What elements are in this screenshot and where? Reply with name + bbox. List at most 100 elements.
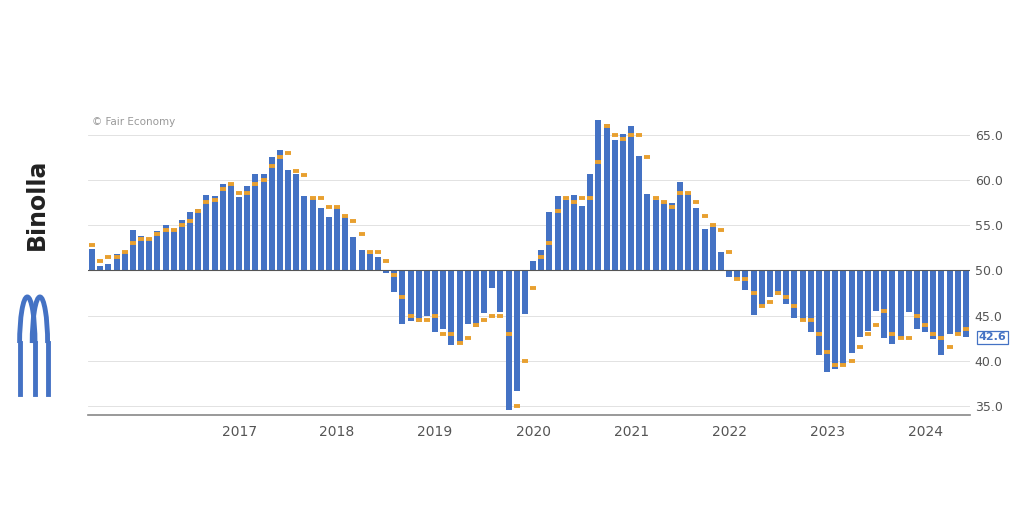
Bar [530, 261, 537, 270]
Bar [873, 270, 880, 311]
Bar [841, 270, 847, 365]
Bar [644, 195, 650, 270]
Bar [701, 229, 708, 270]
Bar [603, 124, 609, 270]
Bar [710, 227, 716, 270]
Bar [122, 251, 128, 270]
Bar [628, 126, 634, 270]
Bar [244, 186, 250, 270]
Bar [767, 270, 773, 296]
Bar [163, 225, 169, 270]
Bar [685, 195, 691, 270]
Bar [457, 270, 463, 342]
Bar [930, 270, 936, 339]
Bar [905, 270, 911, 312]
Bar [660, 203, 667, 270]
Bar [105, 264, 112, 270]
Bar [833, 270, 839, 369]
Bar [334, 208, 340, 270]
Bar [268, 157, 274, 270]
Bar [562, 200, 568, 270]
Bar [440, 270, 446, 329]
Bar [252, 175, 258, 270]
Bar [587, 174, 593, 270]
Bar [620, 134, 626, 270]
Bar [489, 270, 496, 288]
Bar [383, 270, 389, 273]
Bar [146, 238, 153, 270]
Bar [652, 200, 658, 270]
Bar [570, 195, 577, 270]
Bar [220, 184, 226, 270]
Bar [416, 270, 422, 322]
Bar [138, 236, 144, 270]
Bar [677, 182, 683, 270]
Bar [882, 270, 888, 338]
Bar [693, 208, 699, 270]
Bar [946, 270, 952, 334]
Bar [293, 175, 299, 270]
Bar [130, 229, 136, 270]
Bar [579, 206, 585, 270]
Bar [913, 270, 920, 329]
Bar [424, 270, 430, 315]
Bar [473, 270, 479, 327]
Bar [547, 212, 553, 270]
Bar [824, 270, 830, 372]
Bar [759, 270, 765, 305]
Bar [742, 270, 749, 290]
Bar [89, 249, 95, 270]
Bar [954, 270, 961, 334]
Bar [317, 208, 324, 270]
Bar [179, 220, 185, 270]
Bar [963, 270, 969, 337]
Bar [342, 217, 348, 270]
Bar [669, 203, 675, 270]
Bar [481, 270, 487, 313]
Bar [734, 270, 740, 279]
Bar [276, 150, 283, 270]
Text: 42.6: 42.6 [978, 332, 1007, 342]
Bar [350, 237, 356, 270]
Bar [595, 120, 601, 270]
Bar [114, 254, 120, 270]
Bar [506, 270, 512, 411]
Bar [751, 270, 757, 314]
Bar [155, 231, 161, 270]
Bar [849, 270, 855, 353]
Bar [326, 217, 332, 270]
Bar [775, 270, 781, 295]
Bar [514, 270, 520, 392]
Bar [922, 270, 928, 332]
Bar [236, 197, 242, 270]
Text: © Fair Economy: © Fair Economy [92, 117, 176, 126]
Text: Binolla: Binolla [25, 159, 48, 250]
Bar [498, 270, 504, 312]
Bar [285, 170, 291, 270]
Bar [800, 270, 806, 320]
Bar [465, 270, 471, 324]
Bar [522, 270, 528, 314]
Bar [938, 270, 944, 355]
Bar [408, 270, 414, 321]
Bar [611, 140, 617, 270]
Bar [555, 196, 561, 270]
Bar [783, 270, 790, 304]
Bar [301, 196, 307, 270]
Bar [228, 183, 233, 270]
Bar [539, 250, 545, 270]
Bar [432, 270, 438, 332]
Bar [897, 270, 903, 338]
Bar [865, 270, 871, 331]
Bar [718, 252, 724, 270]
Bar [792, 270, 798, 318]
FancyBboxPatch shape [51, 0, 1024, 512]
Bar [890, 270, 895, 344]
Bar [196, 209, 202, 270]
Bar [375, 257, 381, 270]
Bar [391, 270, 397, 292]
Bar [260, 175, 266, 270]
Bar [309, 197, 315, 270]
Bar [187, 212, 194, 270]
Bar [808, 270, 814, 332]
